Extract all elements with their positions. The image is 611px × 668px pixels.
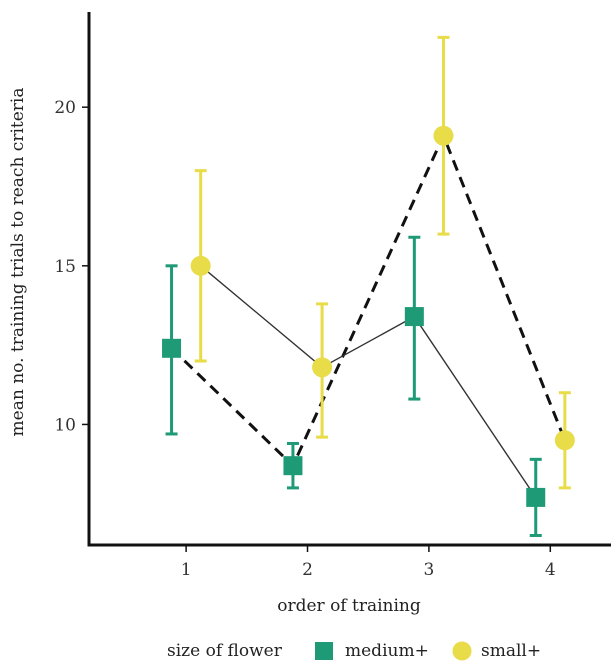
x-axis-title: order of training xyxy=(277,596,421,616)
legend: size of flower medium+ small+ xyxy=(167,641,541,661)
point-medium-1 xyxy=(162,338,182,358)
legend-label-medium: medium+ xyxy=(345,641,429,661)
x-tick-label-3: 3 xyxy=(423,560,434,580)
x-ticks: 1 2 3 4 xyxy=(181,545,556,580)
y-tick-label-10: 10 xyxy=(54,415,76,435)
legend-label-small: small+ xyxy=(481,641,541,661)
x-tick-label-1: 1 xyxy=(181,560,192,580)
legend-key-medium xyxy=(315,642,333,660)
point-medium-3 xyxy=(404,307,424,327)
dashed-connecting-line xyxy=(170,131,567,469)
point-small-1 xyxy=(190,255,211,276)
point-small-2 xyxy=(312,357,333,378)
x-tick-label-4: 4 xyxy=(545,560,556,580)
connecting-lines xyxy=(170,131,567,498)
x-tick-label-2: 2 xyxy=(302,560,313,580)
legend-key-small xyxy=(452,641,472,661)
y-tick-label-15: 15 xyxy=(54,257,76,277)
solid-connecting-line xyxy=(200,265,537,498)
point-medium-2 xyxy=(283,456,303,476)
data-points xyxy=(162,125,575,507)
legend-title: size of flower xyxy=(167,641,283,661)
point-small-4 xyxy=(554,430,575,451)
y-ticks: 10 15 20 xyxy=(54,98,89,435)
y-tick-label-20: 20 xyxy=(54,98,76,118)
axes xyxy=(87,12,611,547)
point-medium-4 xyxy=(526,487,546,507)
point-small-3 xyxy=(433,125,454,146)
y-axis-title: mean no. training trials to reach criter… xyxy=(8,88,28,437)
